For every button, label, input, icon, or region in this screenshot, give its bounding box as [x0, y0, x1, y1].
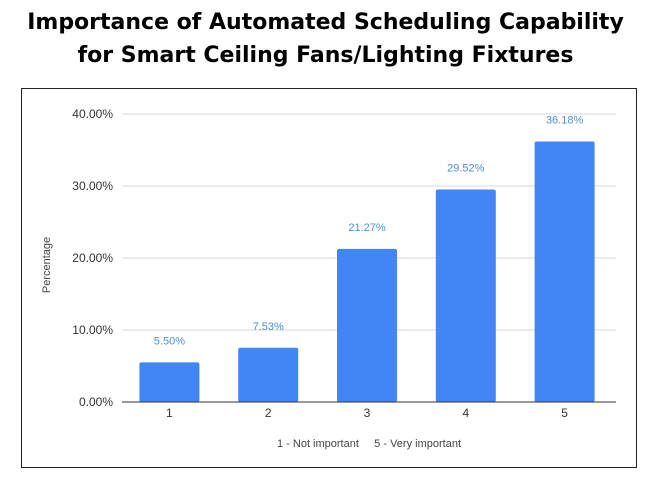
x-tick-label: 3 [364, 406, 371, 420]
x-tick-label: 1 [166, 406, 173, 420]
bar-data-label: 7.53% [253, 321, 284, 333]
x-tick-label: 5 [561, 406, 568, 420]
y-tick-label: 40.00% [72, 107, 113, 121]
y-axis-title: Percentage [41, 237, 53, 293]
bar-data-label: 21.27% [348, 222, 386, 234]
axes: 0.00% 10.00% 20.00% 30.00% 40.00% 1 2 3 4 5 [72, 107, 616, 420]
bar [238, 347, 299, 402]
bar [435, 189, 496, 402]
y-tick-label: 0.00% [79, 395, 113, 409]
x-axis-title: 1 - Not important 5 - Very important [277, 438, 461, 450]
chart-title-line-2: for Smart Ceiling Fans/Lighting Fixtures [77, 43, 574, 68]
data-labels: 5.50% 7.53% 21.27% 29.52% 36.18% [154, 115, 584, 348]
bars [139, 141, 595, 402]
bar [337, 248, 397, 402]
y-tick-label: 20.00% [72, 251, 113, 265]
chart-title: Importance of Automated Scheduling Capab… [0, 6, 651, 72]
y-tick-label: 30.00% [72, 179, 113, 193]
y-tick-label: 10.00% [72, 323, 113, 337]
bar [534, 141, 595, 402]
bar-data-label: 29.52% [447, 162, 485, 174]
bar [139, 362, 200, 402]
x-tick-label: 2 [265, 406, 272, 420]
x-tick-label: 4 [462, 406, 469, 420]
chart-title-line-1: Importance of Automated Scheduling Capab… [27, 10, 624, 35]
chart-frame [21, 88, 637, 468]
bar-data-label: 36.18% [546, 115, 584, 127]
bar-data-label: 5.50% [154, 335, 185, 347]
